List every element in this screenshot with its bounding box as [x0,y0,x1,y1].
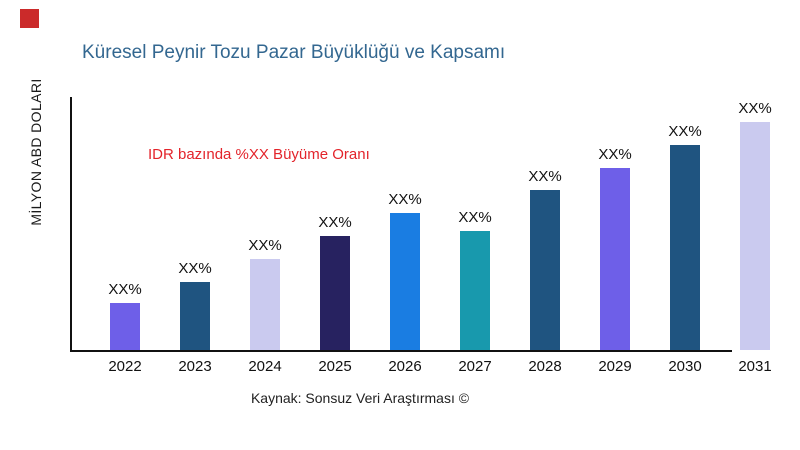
bar-value-label-2029: XX% [598,146,632,163]
bar-2022 [110,303,140,350]
brand-mark-square [20,9,39,28]
bar-2025 [320,236,350,350]
bar-value-label-2028: XX% [528,168,562,185]
bar-value-label-2022: XX% [108,281,142,298]
x-tick-2022: 2022 [108,358,142,375]
bar-2024 [250,259,280,350]
x-tick-2024: 2024 [248,358,282,375]
x-tick-2025: 2025 [318,358,352,375]
bar-2031 [740,122,770,350]
chart-title: Küresel Peynir Tozu Pazar Büyüklüğü ve K… [82,42,506,63]
bar-value-label-2030: XX% [668,123,702,140]
bar-value-label-2025: XX% [318,214,352,231]
bar-2023 [180,282,210,350]
x-tick-2031: 2031 [738,358,772,375]
x-tick-2023: 2023 [178,358,212,375]
bar-value-label-2026: XX% [388,191,422,208]
x-axis-line [70,350,732,352]
bar-2028 [530,190,560,350]
source-caption: Kaynak: Sonsuz Veri Araştırması © [250,390,470,406]
bar-value-label-2023: XX% [178,260,212,277]
x-tick-2029: 2029 [598,358,632,375]
growth-rate-annotation: IDR bazında %XX Büyüme Oranı [148,146,370,163]
x-tick-2026: 2026 [388,358,422,375]
bar-2029 [600,168,630,350]
bar-value-label-2031: XX% [738,100,772,117]
x-tick-2027: 2027 [458,358,492,375]
y-axis-label: MİLYON ABD DOLARI [28,78,44,226]
x-tick-2030: 2030 [668,358,702,375]
bar-value-label-2027: XX% [458,209,492,226]
bar-value-label-2024: XX% [248,237,282,254]
bar-2026 [390,213,420,350]
bar-2030 [670,145,700,350]
x-tick-2028: 2028 [528,358,562,375]
bar-2027 [460,231,490,350]
y-axis-line [70,97,72,352]
